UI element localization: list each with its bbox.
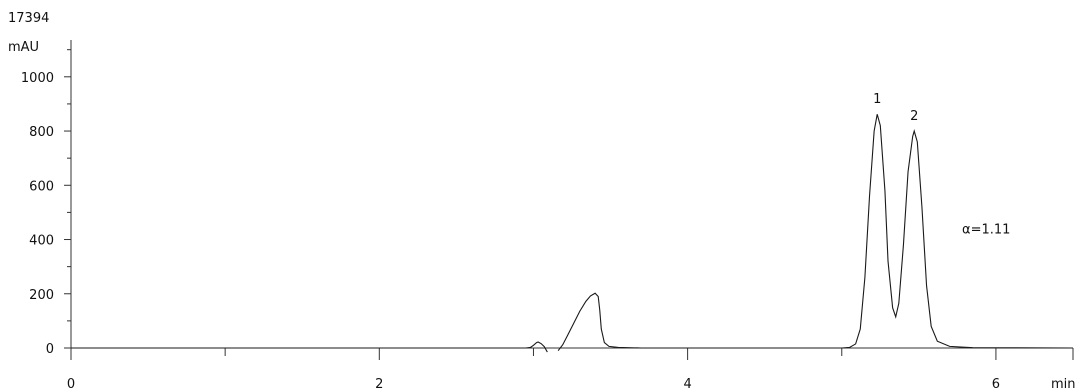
chromatogram-trace <box>557 114 1074 352</box>
alpha-annotation: α=1.11 <box>962 223 1010 238</box>
y-tick-label: 0 <box>46 342 54 357</box>
y-tick-label: 800 <box>29 125 54 140</box>
x-axis-label: min <box>1051 377 1076 390</box>
x-tick-label: 0 <box>67 377 75 390</box>
x-tick-label: 6 <box>992 377 1000 390</box>
x-tick-label: 4 <box>683 377 691 390</box>
traces <box>71 114 1074 353</box>
sample-id-label: 17394 <box>8 11 49 26</box>
y-axis-label: mAU <box>8 40 39 55</box>
y-tick-label: 600 <box>29 179 54 194</box>
axes: 0 200 400 600 800 1000 0 2 4 6 <box>21 40 1074 390</box>
y-tick-label: 1000 <box>21 71 54 86</box>
peak-label: 1 <box>873 92 881 107</box>
y-tick-label: 400 <box>29 234 54 249</box>
chromatogram-trace <box>71 341 548 353</box>
annotations: 1 2 α=1.11 <box>873 92 1010 237</box>
peak-label: 2 <box>910 109 918 124</box>
x-tick-label: 2 <box>375 377 383 390</box>
y-tick-label: 200 <box>29 288 54 303</box>
